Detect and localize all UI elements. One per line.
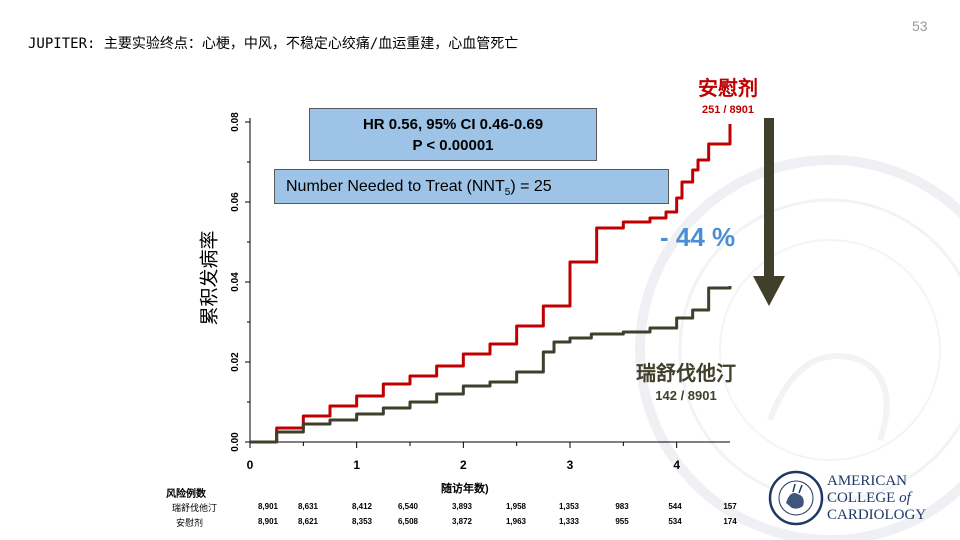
risk-table-cell: 6,540 <box>397 502 419 511</box>
risk-table-cell: 534 <box>668 517 682 526</box>
acc-line-american: AMERICAN <box>827 473 908 489</box>
p-value-text: P < 0.00001 <box>412 137 494 154</box>
acc-line-college: COLLEGE of <box>827 490 911 506</box>
hazard-ratio-text: HR 0.56, 95% CI 0.46-0.69 <box>362 116 544 133</box>
x-tick-label: 4 <box>673 458 680 472</box>
y-tick-label: 0.00 <box>230 432 241 452</box>
acc-logo-text: AMERICAN COLLEGE of CARDIOLOGY <box>827 473 926 524</box>
rosuvastatin-curve <box>250 286 732 444</box>
risk-table-cell: 8,631 <box>297 502 319 511</box>
rosuvastatin-count: 142 / 8901 <box>655 388 717 403</box>
risk-table-cell: 544 <box>668 502 682 511</box>
placebo-count: 251 / 8901 <box>702 104 754 116</box>
risk-table-title: 风险例数 <box>166 489 206 500</box>
acc-seal-icon <box>768 470 824 526</box>
reduction-arrow-shaft <box>764 118 774 276</box>
risk-table-cell: 8,901 <box>257 502 279 511</box>
rosuvastatin-label: 瑞舒伐他汀 <box>636 363 736 385</box>
slide-number: 53 <box>912 18 928 34</box>
risk-table-cell: 8,901 <box>257 517 279 526</box>
risk-table-cell: 8,412 <box>351 502 373 511</box>
risk-table-cell: 1,333 <box>558 517 580 526</box>
risk-table-cell: 3,872 <box>451 517 473 526</box>
nnt-prefix: Number Needed to Treat (NNT <box>286 178 505 195</box>
nnt-subscript: 5 <box>504 187 511 199</box>
risk-table-cell: 1,958 <box>505 502 527 511</box>
risk-table-cell: 955 <box>615 517 629 526</box>
x-tick-label: 3 <box>567 458 574 472</box>
nnt-suffix: ) = 25 <box>510 178 552 195</box>
y-tick-label: 0.02 <box>230 352 241 372</box>
y-axis-label: 累积发病率 <box>199 230 221 326</box>
risk-table-cell: 8,353 <box>351 517 373 526</box>
hazard-ratio-box: HR 0.56, 95% CI 0.46-0.69 P < 0.00001 <box>309 108 597 161</box>
risk-table-cell: 1,963 <box>505 517 527 526</box>
risk-table-cell: 3,893 <box>451 502 473 511</box>
x-tick-label: 1 <box>353 458 360 472</box>
risk-table-cell: 983 <box>615 502 629 511</box>
placebo-label: 安慰剂 <box>698 78 758 100</box>
risk-reduction-label: - 44 % <box>660 222 736 252</box>
y-tick-label: 0.04 <box>230 272 241 292</box>
seal-watermark <box>635 155 960 540</box>
risk-table-cell: 8,621 <box>297 517 319 526</box>
y-tick-label: 0.08 <box>230 112 241 132</box>
x-tick-label: 0 <box>247 458 254 472</box>
x-tick-label: 2 <box>460 458 467 472</box>
risk-table-cell: 174 <box>723 517 737 526</box>
acc-line-cardiology: CARDIOLOGY <box>827 507 927 523</box>
risk-table-cell: 1,353 <box>558 502 580 511</box>
risk-row-label-placebo: 安慰剂 <box>176 518 204 528</box>
reduction-arrow-head <box>753 276 785 306</box>
slide-title: JUPITER: 主要实验终点：心梗，中风，不稳定心绞痛/血运重建，心血管死亡 <box>28 36 519 52</box>
risk-table-cell: 157 <box>723 502 737 511</box>
placebo-curve <box>250 124 732 444</box>
risk-row-label-statin: 瑞舒伐他汀 <box>172 503 218 513</box>
risk-table-cell: 6,508 <box>397 517 419 526</box>
y-tick-label: 0.06 <box>230 192 241 212</box>
x-axis-label: 随访年数) <box>441 483 489 495</box>
nnt-box: Number Needed to Treat (NNT5) = 25 <box>274 169 669 204</box>
